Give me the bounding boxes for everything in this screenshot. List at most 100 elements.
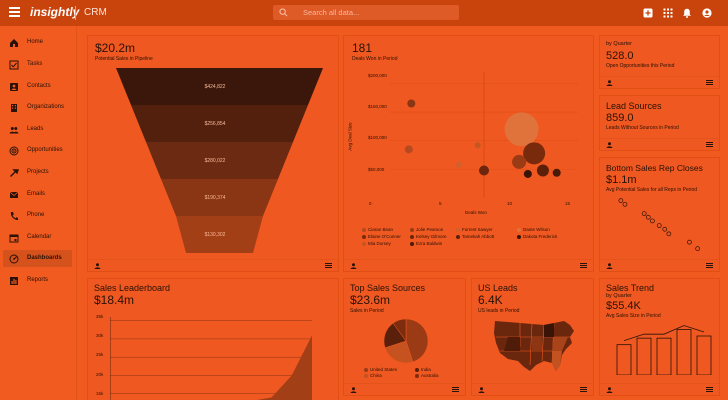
organizations-icon [11,104,17,112]
y-tick-label: 30k [96,333,104,338]
bottom-rep-caption: Avg Potential Sales for all Reps in Peri… [606,187,698,193]
y-tick-label: $50,000 [368,167,385,172]
sidebar-item-calendar[interactable]: Calendar [3,229,72,246]
y-tick-label: 25k [96,352,104,357]
funnel-label-5: $130,302 [204,232,226,238]
pipeline-card[interactable]: $20.2m Potential Sales in Pipeline $424,… [87,35,339,272]
sidebar-item-opportunities[interactable]: Opportunities [3,142,72,159]
sidebar-item-label: Phone [27,212,45,218]
leaderboard-area-series[interactable] [110,335,312,400]
scatter-point[interactable] [455,161,462,168]
card-menu-icon[interactable] [706,142,713,147]
scatter-point[interactable] [504,112,539,147]
owner-user-icon[interactable] [606,142,613,148]
card-menu-icon[interactable] [580,263,587,268]
pie-slice[interactable] [392,318,407,342]
sidebar-item-projects[interactable]: Projects [3,164,72,181]
pie-slice[interactable] [384,340,414,364]
app-logo[interactable]: insightly [30,5,80,19]
sidebar-item-emails[interactable]: Emails [3,186,72,203]
owner-user-icon[interactable] [478,387,485,393]
card-footer [88,259,338,271]
card-menu-icon[interactable] [706,80,713,85]
notifications-bell-icon[interactable] [682,8,692,18]
sidebar-item-contacts[interactable]: Contacts [3,78,72,95]
deals-won-card[interactable]: 181 Deals Won in Period $200,000 $150,00… [343,35,594,272]
scatter-point[interactable] [536,164,549,177]
scatter-point[interactable] [523,169,532,178]
lead-sources-card[interactable]: Lead Sources 859.0 Leads Without Sources… [599,95,720,151]
sidebar-item-home[interactable]: Home [3,34,72,51]
module-name[interactable]: CRM [84,7,107,18]
funnel-stage-4 [161,179,278,216]
funnel-label-3: $280,022 [204,158,226,164]
sidebar-item-leads[interactable]: Leads [3,121,72,138]
y-tick-label: $200,000 [368,73,387,78]
user-account-icon[interactable] [702,8,712,18]
sales-trend-card[interactable]: Sales Trend by Quarter $55.4K Avg Sales … [599,278,720,396]
legend-item: Jolie Pearson [410,227,443,232]
card-footer [600,383,719,395]
trend-bar[interactable] [696,335,712,375]
bottom-rep-title: Bottom Sales Rep Closes [606,163,703,173]
us-leads-card[interactable]: US Leads 6.4K US leads in Period [471,278,594,396]
sidebar-item-organizations[interactable]: Organizations [3,99,72,116]
sidebar-item-dashboards[interactable]: Dashboards [3,250,72,267]
card-menu-icon[interactable] [452,387,459,392]
scatter-point[interactable] [618,198,624,203]
scatter-point[interactable] [695,246,701,251]
scatter-point[interactable] [407,99,416,108]
scatter-point[interactable] [512,154,527,169]
add-icon[interactable] [643,8,653,18]
search-input[interactable]: Search all data... [273,5,459,20]
scatter-point[interactable] [479,165,489,176]
card-menu-icon[interactable] [325,263,332,268]
funnel-stage-1 [116,68,323,105]
sales-leaderboard-card[interactable]: Sales Leaderboard $18.4m 35k 30k 25k 20k… [87,278,339,400]
scatter-point[interactable] [523,142,546,165]
card-menu-icon[interactable] [580,387,587,392]
us-leads-caption: US leads in Period [478,308,520,314]
scatter-point[interactable] [666,231,672,237]
owner-user-icon[interactable] [350,387,357,393]
y-axis-label: Avg Deal Size [347,122,353,151]
pie-slice[interactable] [405,318,429,363]
y-tick-label: 20k [96,372,104,377]
sidebar-item-label: Emails [27,191,46,197]
calendar-icon [9,234,19,243]
scatter-point[interactable] [552,168,561,177]
top-sales-sources-card[interactable]: Top Sales Sources $23.6m Sales in Period… [343,278,466,396]
hamburger-menu-icon[interactable] [9,7,20,17]
sidebar-item-label: Projects [27,169,49,175]
owner-user-icon[interactable] [606,263,613,269]
open-opportunities-card[interactable]: by Quarter 528.0 Open Opportunities this… [599,35,720,89]
legend-item: India [415,367,431,372]
scatter-point[interactable] [622,201,628,207]
scatter-point[interactable] [641,211,647,216]
owner-user-icon[interactable] [350,263,357,269]
scatter-point[interactable] [404,145,413,154]
scatter-point[interactable] [650,218,655,224]
card-menu-icon[interactable] [706,263,713,268]
card-menu-icon[interactable] [706,387,713,392]
scatter-point[interactable] [474,142,481,149]
sidebar-item-reports[interactable]: Reports [3,272,72,289]
scatter-point[interactable] [687,239,692,245]
owner-user-icon[interactable] [606,80,613,86]
scatter-point[interactable] [656,223,662,228]
owner-user-icon[interactable] [94,263,101,269]
apps-grid-icon[interactable] [663,8,673,18]
sales-trend-header: by Quarter [606,293,632,299]
trend-bar[interactable] [616,344,632,375]
sidebar-item-tasks[interactable]: Tasks [3,56,72,73]
y-tick-label: 15k [96,391,104,396]
trend-bar[interactable] [656,337,672,375]
bottom-sales-rep-card[interactable]: Bottom Sales Rep Closes $1.1m Avg Potent… [599,157,720,272]
scatter-point[interactable] [645,214,651,220]
trend-bar[interactable] [636,337,652,375]
scatter-point[interactable] [662,226,668,232]
trend-bar[interactable] [676,329,692,376]
sidebar-item-phone[interactable]: Phone [3,207,72,224]
sidebar-item-label: Calendar [27,234,52,240]
owner-user-icon[interactable] [606,387,613,393]
